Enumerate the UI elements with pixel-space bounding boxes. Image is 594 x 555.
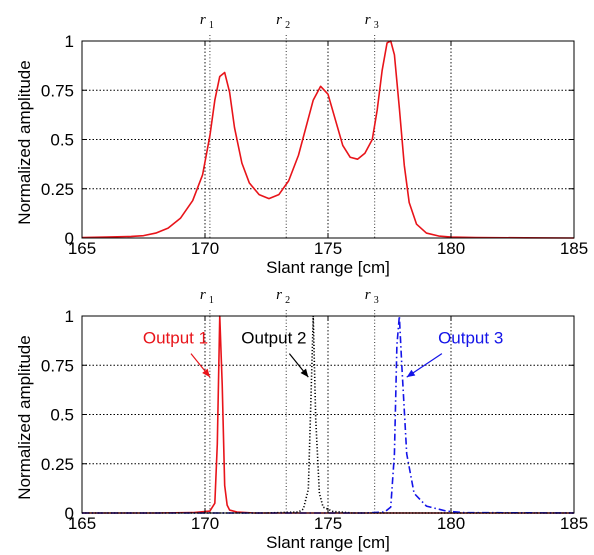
x-tick-label: 180: [437, 239, 465, 258]
annotation-output-1: Output 1: [143, 329, 208, 348]
annotation-arrowhead-output-1: [202, 368, 210, 378]
x-tick-label: 180: [437, 514, 465, 533]
annotation-output-2: Output 2: [241, 329, 306, 348]
marker-subscript-r2: 2: [285, 295, 290, 306]
marker-label-r2: r: [276, 287, 282, 303]
y-tick-label: 0: [65, 229, 74, 248]
y-tick-label: 1: [65, 307, 74, 326]
x-tick-label: 165: [68, 514, 96, 533]
x-tick-label: 170: [191, 514, 219, 533]
annotation-arrowhead-output-2: [300, 368, 309, 378]
marker-label-r3: r: [365, 287, 371, 303]
marker-subscript-r1: 1: [209, 20, 214, 31]
y-tick-label: 0.5: [50, 406, 74, 425]
y-tick-label: 0.25: [41, 180, 74, 199]
annotation-arrowhead-output-3: [406, 369, 416, 378]
y-tick-label: 0.75: [41, 356, 74, 375]
y-tick-label: 0.25: [41, 455, 74, 474]
y-tick-label: 0: [65, 504, 74, 523]
marker-subscript-r2: 2: [285, 20, 290, 31]
series-line-0: [81, 40, 575, 239]
y-axis-label: Normalized amplitude: [15, 60, 34, 224]
marker-subscript-r1: 1: [209, 295, 214, 306]
series-line-output-1: [82, 315, 574, 514]
marker-label-r2: r: [276, 12, 282, 28]
y-tick-label: 0.5: [50, 131, 74, 150]
marker-subscript-r3: 3: [374, 20, 379, 31]
annotation-output-3: Output 3: [438, 329, 503, 348]
x-axis-label: Slant range [cm]: [266, 533, 390, 552]
series-line-output-3: [82, 315, 575, 514]
y-tick-label: 1: [65, 32, 74, 51]
y-axis-label: Normalized amplitude: [15, 335, 34, 499]
x-axis-label: Slant range [cm]: [266, 258, 390, 277]
y-tick-label: 0.75: [41, 81, 74, 100]
x-tick-label: 175: [314, 514, 342, 533]
marker-label-r1: r: [200, 287, 206, 303]
x-tick-label: 165: [68, 239, 96, 258]
series-line-output-2: [82, 315, 574, 514]
marker-label-r1: r: [200, 12, 206, 28]
marker-label-r3: r: [365, 12, 371, 28]
x-tick-label: 170: [191, 239, 219, 258]
x-tick-label: 175: [314, 239, 342, 258]
marker-subscript-r3: 3: [374, 295, 379, 306]
x-tick-label: 185: [560, 239, 588, 258]
x-tick-label: 185: [560, 514, 588, 533]
